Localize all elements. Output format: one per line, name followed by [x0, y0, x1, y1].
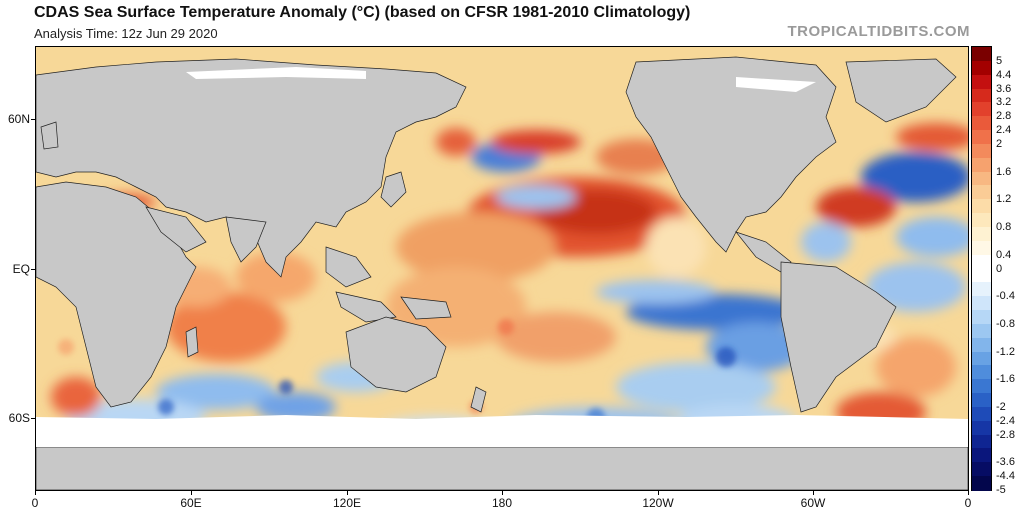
map-title: CDAS Sea Surface Temperature Anomaly (°C…: [34, 4, 691, 21]
colorbar-segment: [972, 448, 991, 463]
colorbar-segment: [972, 365, 991, 380]
colorbar-label: -4.4: [996, 470, 1015, 483]
colorbar-label: 2: [996, 137, 1003, 150]
colorbar-label: -0.4: [996, 290, 1015, 303]
colorbar-label: 3.6: [996, 82, 1012, 95]
colorbar-label: -1.6: [996, 373, 1015, 386]
lat-tick: [31, 119, 35, 120]
colorbar-segment: [972, 116, 991, 131]
lon-tick: [502, 491, 503, 495]
colorbar-segment: [972, 143, 991, 159]
colorbar-segment: [972, 185, 991, 200]
colorbar-segment: [972, 406, 991, 422]
colorbar-segment: [972, 379, 991, 394]
colorbar-segment: [972, 434, 991, 449]
colorbar-segment: [972, 226, 991, 242]
colorbar-label: 5: [996, 54, 1003, 67]
lat-tick: [31, 418, 35, 419]
colorbar-segment: [972, 60, 991, 76]
colorbar-segment: [972, 393, 991, 408]
brand-watermark: TROPICALTIDBITS.COM: [787, 23, 970, 40]
lon-tick: [191, 491, 192, 495]
colorbar-label: 1.2: [996, 193, 1012, 206]
sea-ice-areas: [36, 67, 968, 447]
colorbar-segment: [972, 157, 991, 173]
lat-label-60n: 60N: [7, 112, 30, 126]
colorbar-segment: [972, 296, 991, 311]
colorbar-segment: [972, 420, 991, 436]
colorbar-segment: [972, 88, 991, 103]
colorbar-segment: [972, 74, 991, 90]
colorbar-segment: [972, 213, 991, 228]
colorbar-segment: [972, 337, 991, 353]
colorbar-segment: [972, 310, 991, 325]
lon-label-180: 180: [491, 496, 513, 510]
colorbar-label: 0.4: [996, 248, 1012, 261]
colorbar-segment: [972, 240, 991, 256]
lon-tick: [35, 491, 36, 495]
colorbar-segment: [972, 130, 991, 145]
lon-tick: [347, 491, 348, 495]
colorbar: [971, 46, 992, 491]
lon-label-0: 0: [31, 496, 39, 510]
colorbar-segment: [972, 102, 991, 117]
colorbar-label: 4.4: [996, 68, 1012, 81]
colorbar-segment: [972, 254, 991, 269]
lon-label-60w: 60W: [800, 496, 826, 510]
colorbar-label: 2.8: [996, 110, 1012, 123]
colorbar-segment: [972, 199, 991, 214]
colorbar-label: -3.6: [996, 456, 1015, 469]
lat-label-eq: EQ: [12, 262, 30, 276]
lon-tick: [658, 491, 659, 495]
colorbar-segment: [972, 268, 991, 283]
colorbar-label: -1.2: [996, 345, 1015, 358]
colorbar-segment: [972, 171, 991, 186]
lon-label-60e: 60E: [180, 496, 202, 510]
colorbar-label: -5: [996, 484, 1006, 496]
lon-tick: [813, 491, 814, 495]
colorbar-label: -2: [996, 400, 1006, 413]
colorbar-segment: [972, 462, 991, 477]
lat-tick: [31, 269, 35, 270]
analysis-time: Analysis Time: 12z Jun 29 2020: [34, 26, 218, 41]
lon-tick: [968, 491, 969, 495]
land-masses: [36, 56, 968, 490]
sst-anomaly-map: [35, 46, 969, 491]
colorbar-segment: [972, 323, 991, 339]
colorbar-label: 3.2: [996, 96, 1012, 109]
colorbar-label: 1.6: [996, 165, 1012, 178]
colorbar-label: -2.4: [996, 414, 1015, 427]
colorbar-label: 0.8: [996, 220, 1012, 233]
lon-label-120w: 120W: [642, 496, 674, 510]
colorbar-label: -2.8: [996, 428, 1015, 441]
colorbar-label: 0: [996, 262, 1003, 275]
colorbar-label: -0.8: [996, 317, 1015, 330]
lat-label-60s: 60S: [8, 411, 30, 425]
colorbar-segment: [972, 476, 991, 491]
sst-anomaly-field: [36, 47, 968, 490]
lon-label-0-east: 0: [964, 496, 972, 510]
colorbar-label: 2.4: [996, 124, 1012, 137]
colorbar-segment: [972, 47, 991, 62]
lon-label-120e: 120E: [332, 496, 362, 510]
colorbar-segment: [972, 282, 991, 297]
colorbar-segment: [972, 351, 991, 366]
